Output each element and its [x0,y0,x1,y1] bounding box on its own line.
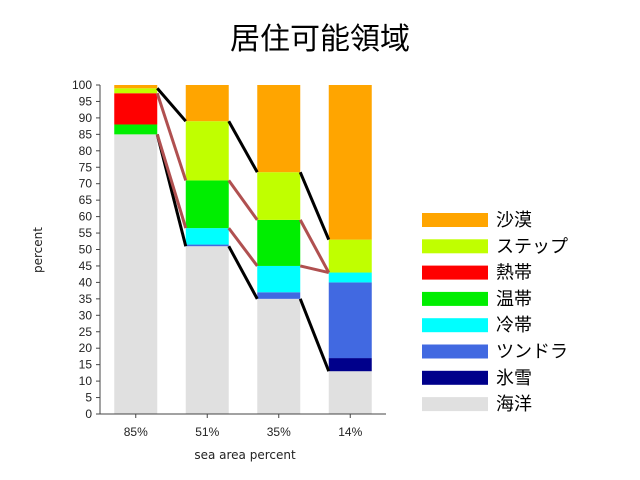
bar-segment [114,124,158,135]
connector-line [298,298,331,372]
connector-line [298,171,331,241]
y-tick-label: 5 [85,391,92,405]
connector-line [156,87,187,123]
legend-swatch [422,397,488,412]
bar-segment [185,244,229,247]
y-tick-label: 80 [79,144,93,158]
y-tick-label: 55 [79,226,93,240]
bar-segment [185,85,229,122]
bar-segment [114,134,158,414]
legend-swatch [422,265,488,280]
connector-line [227,245,259,300]
legend-swatch [422,370,488,385]
legend-label: 熱帯 [496,263,532,284]
legend-swatch [422,318,488,333]
y-tick-label: 95 [79,94,93,108]
y-tick-label: 25 [79,325,93,339]
legend-swatch [422,239,488,254]
legend-label: 沙漠 [496,210,532,231]
y-tick-label: 30 [79,308,93,322]
legend-label: 海洋 [496,394,532,415]
connector-line [227,179,259,221]
bar-segment [114,88,158,94]
connector-line [155,92,188,181]
legend-label: 冷帯 [496,315,532,336]
y-tick-label: 65 [79,193,93,207]
bar-segment [185,121,229,181]
connector-line [298,219,331,274]
bar-segment [328,371,372,414]
bar-segment [185,180,229,229]
chart-title: 居住可能領域 [230,22,410,57]
legend-label: ステップ [496,236,568,257]
legend-label: ツンドラ [496,342,568,363]
y-tick-label: 70 [79,177,93,191]
bar-segment [328,282,372,359]
y-tick-label: 35 [79,292,93,306]
legend-swatch [422,291,488,306]
connector-line [227,227,259,267]
legend-swatch [422,344,488,359]
bar-segment [328,358,372,372]
connector-line [155,133,188,229]
legend-swatch [422,213,488,227]
y-tick-label: 40 [79,275,93,289]
plot-area: 0 5 10 15 20 25 30 35 40 45 50 55 60 65 70 75 80 85 90 95 10… [72,78,386,439]
y-tick-label: 0 [85,407,92,421]
x-axis-label: sea area percent [194,448,296,462]
bar-segment [328,272,372,283]
y-tick-label: 10 [79,374,93,388]
y-tick-label: 50 [79,243,93,257]
bar-segment [257,172,301,220]
x-tick-label: 14% [338,425,362,439]
bar-segment [328,85,372,240]
bar-segment [257,265,301,293]
legend-label: 温帯 [496,289,532,310]
bar-segment [328,239,372,273]
x-tick-label: 85% [124,425,148,439]
bar-segment [185,246,229,414]
bar-segment [114,85,158,89]
legend-label: 氷雪 [496,368,532,389]
y-tick-label: 45 [79,259,93,273]
y-axis-label: percent [31,227,45,273]
y-tick-label: 90 [79,111,93,125]
y-tick-label: 15 [79,358,93,372]
bar-segment [257,298,301,414]
x-tick-label: 35% [267,425,291,439]
bar-segment [185,228,229,245]
bar-segment [257,219,301,266]
connector-line [227,120,259,173]
y-tick-label: 20 [79,341,93,355]
bar-segment [257,85,301,173]
y-tick-label: 60 [79,210,93,224]
y-tick-label: 75 [79,160,93,174]
x-tick-label: 51% [195,425,219,439]
connector-line [299,264,330,274]
y-tick-label: 85 [79,127,93,141]
bar-segment [114,93,158,125]
y-tick-label: 100 [72,78,92,92]
bar-segment [257,292,301,299]
